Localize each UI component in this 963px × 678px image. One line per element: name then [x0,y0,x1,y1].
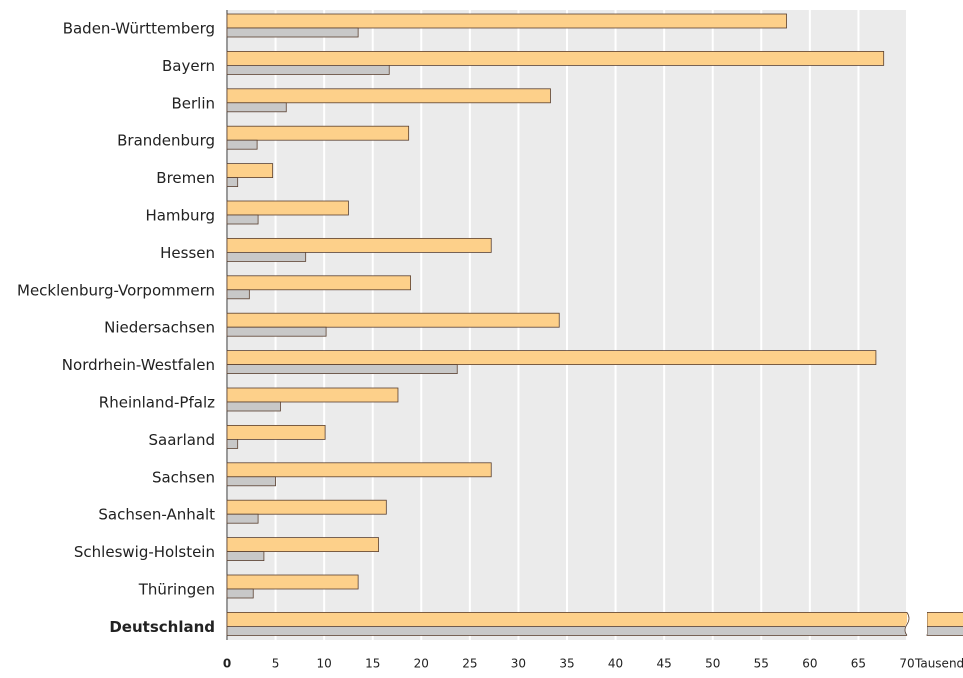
bar [226,51,885,66]
bar [226,102,287,113]
x-tick-label: 15 [365,657,380,671]
category-label: Rheinland-Pfalz [99,394,215,412]
category-label: Baden-Württemberg [63,20,215,38]
bar [226,387,399,403]
bar [226,177,239,188]
x-tick-label: 65 [851,657,866,671]
category-label: Bremen [156,169,215,187]
bar [226,424,326,440]
bar [226,499,387,515]
bar [226,476,276,487]
x-tick-label: 0 [223,657,231,671]
category-label: Deutschland [109,618,215,636]
bar [226,125,410,141]
bar [226,626,907,636]
x-tick-label: 55 [754,657,769,671]
bar [226,88,551,104]
bar [226,163,274,179]
axis-break [905,610,927,635]
category-label: Sachsen-Anhalt [98,506,215,524]
x-tick-label: 25 [462,657,477,671]
x-tick-label: 70 [899,657,914,671]
bar [226,13,787,29]
bar [226,588,254,599]
x-tick-label: 45 [657,657,672,671]
bar [226,312,560,328]
bar [226,275,412,291]
category-label: Brandenburg [117,132,215,150]
bar-continuation [926,612,963,627]
category-label: Thüringen [138,581,215,599]
x-tick-label: 30 [511,657,526,671]
bar [226,326,327,337]
category-label: Niedersachsen [104,319,215,337]
x-tick-label: 5 [272,657,280,671]
category-label: Bayern [162,57,215,75]
bar [226,65,390,75]
category-label: Schleswig-Holstein [74,543,215,561]
x-tick-label: 50 [705,657,720,671]
bar [226,350,877,366]
bar [226,27,359,38]
x-tick-label: 60 [802,657,817,671]
bar [226,251,307,262]
bar [226,513,259,524]
bar-continuation [926,626,963,636]
bar [226,462,492,478]
category-label: Hamburg [145,207,215,225]
axis-break-line [904,612,910,636]
bar [226,289,250,300]
x-tick-label: 20 [414,657,429,671]
bar [226,237,492,253]
category-label: Hessen [160,244,215,262]
bar [226,612,907,627]
bar [226,401,281,412]
bars [226,13,907,636]
x-tick-label: 35 [559,657,574,671]
bar [226,438,239,449]
x-axis-label: Tausend [914,657,963,671]
bar [226,200,349,216]
bar [226,139,258,150]
x-tick-label: 10 [317,657,332,671]
category-label: Berlin [171,94,215,112]
category-label: Sachsen [152,468,215,486]
bar [226,214,259,225]
x-tick-label: 40 [608,657,623,671]
bar [226,574,359,590]
bar [226,364,458,375]
category-label: Saarland [149,431,215,449]
category-label: Mecklenburg-Vorpommern [17,281,215,299]
category-label: Nordrhein-Westfalen [62,356,215,374]
bar [226,551,265,561]
bar [226,537,379,552]
